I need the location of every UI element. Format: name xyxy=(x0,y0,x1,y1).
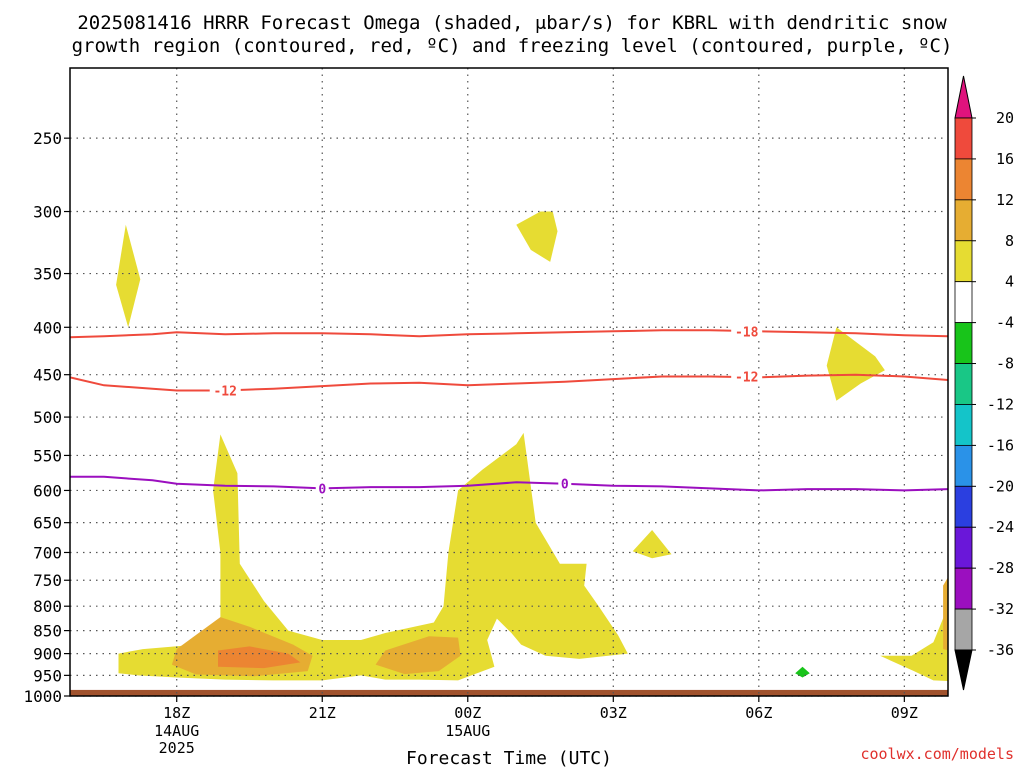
colorbar-label: 12 xyxy=(996,191,1014,209)
omega-region-7 xyxy=(375,636,461,675)
contour-line-0 xyxy=(70,329,948,339)
colorbar-segment xyxy=(954,444,973,487)
omega-region-5 xyxy=(880,606,948,682)
y-tick-label: 800 xyxy=(33,597,62,616)
x-tick-sublabel: 14AUG xyxy=(154,722,199,740)
omega-region-10 xyxy=(795,666,810,678)
y-tick-label: 350 xyxy=(33,265,62,284)
x-tick-label: 06Z xyxy=(745,704,772,722)
chart-title-line-1: 2025081416 HRRR Forecast Omega (shaded, … xyxy=(77,12,947,34)
y-tick-label: 1000 xyxy=(23,687,62,706)
y-tick-label: 550 xyxy=(33,446,62,465)
colorbar-segment xyxy=(954,567,973,610)
x-tick-sublabel: 2025 xyxy=(159,739,195,757)
omega-region-2 xyxy=(826,327,885,401)
ground-band xyxy=(70,689,948,696)
colorbar-label: -16 xyxy=(987,436,1014,454)
colorbar-label: -36 xyxy=(987,641,1014,659)
y-tick-label: 500 xyxy=(33,408,62,427)
x-tick-label: 00Z xyxy=(454,704,481,722)
colorbar-segment xyxy=(954,526,973,569)
contour-label: -12 xyxy=(735,370,758,385)
colorbar-label: -28 xyxy=(987,559,1014,577)
colorbar-label: 8 xyxy=(1005,232,1014,250)
plot-frame xyxy=(69,67,949,697)
colorbar-label: -24 xyxy=(987,518,1014,536)
colorbar-label: -32 xyxy=(987,600,1014,618)
omega-region-8 xyxy=(943,577,948,651)
contour-label: -18 xyxy=(735,325,759,340)
contour-label: 0 xyxy=(561,478,569,493)
y-tick-label: 750 xyxy=(33,571,62,590)
contour-label-bg xyxy=(731,324,763,339)
x-axis-title: Forecast Time (UTC) xyxy=(406,748,612,768)
y-tick-label: 250 xyxy=(33,129,62,148)
y-tick-label: 600 xyxy=(33,481,62,500)
omega-region-0 xyxy=(116,224,141,328)
x-tick-label: 18Z xyxy=(163,704,190,722)
y-tick-label: 450 xyxy=(33,366,62,385)
x-tick-label: 21Z xyxy=(309,704,336,722)
x-tick-label: 03Z xyxy=(600,704,627,722)
colorbar-label: -20 xyxy=(987,477,1014,495)
contour-label-bg xyxy=(315,481,329,496)
credit-text: coolwx.com/models xyxy=(860,745,1014,763)
contour-label-bg xyxy=(209,383,241,398)
colorbar-segment xyxy=(954,608,973,651)
colorbar-label: -12 xyxy=(987,395,1014,413)
contour-line-1 xyxy=(70,373,948,392)
colorbar-segment xyxy=(954,485,973,528)
colorbar-label: 16 xyxy=(996,150,1014,168)
colorbar-label: 4 xyxy=(1005,273,1014,291)
colorbar-segment xyxy=(954,158,973,201)
y-tick-label: 900 xyxy=(33,645,62,664)
omega-region-9 xyxy=(218,646,301,669)
x-tick-label: 09Z xyxy=(891,704,918,722)
y-tick-label: 700 xyxy=(33,543,62,562)
colorbar-segment xyxy=(954,117,973,160)
y-tick-label: 850 xyxy=(33,622,62,641)
colorbar-segment xyxy=(954,240,973,283)
y-tick-label: 400 xyxy=(33,318,62,337)
omega-region-1 xyxy=(516,211,558,262)
contour-label-bg xyxy=(731,369,763,384)
colorbar-label: -8 xyxy=(996,355,1014,373)
omega-region-4 xyxy=(118,432,628,681)
contour-label: 0 xyxy=(318,482,326,497)
y-tick-label: 650 xyxy=(33,514,62,533)
colorbar-bottom-triangle xyxy=(954,649,973,691)
colorbar-label: 20 xyxy=(996,109,1014,127)
colorbar-segment xyxy=(954,199,973,242)
y-tick-label: 950 xyxy=(33,666,62,685)
colorbar-segment xyxy=(954,281,973,324)
colorbar-segment xyxy=(954,363,973,405)
y-tick-label: 300 xyxy=(33,203,62,222)
omega-region-3 xyxy=(632,530,672,559)
contour-label: -12 xyxy=(213,384,236,399)
colorbar-top-triangle xyxy=(954,75,973,119)
colorbar-segment xyxy=(954,322,973,364)
colorbar-segment xyxy=(954,404,973,446)
x-tick-sublabel: 15AUG xyxy=(445,722,490,740)
contour-line-2 xyxy=(70,475,948,492)
colorbar-label: -4 xyxy=(996,314,1014,332)
contour-label-bg xyxy=(558,476,572,491)
chart-title-line-2: growth region (contoured, red, ºC) and f… xyxy=(72,35,953,57)
